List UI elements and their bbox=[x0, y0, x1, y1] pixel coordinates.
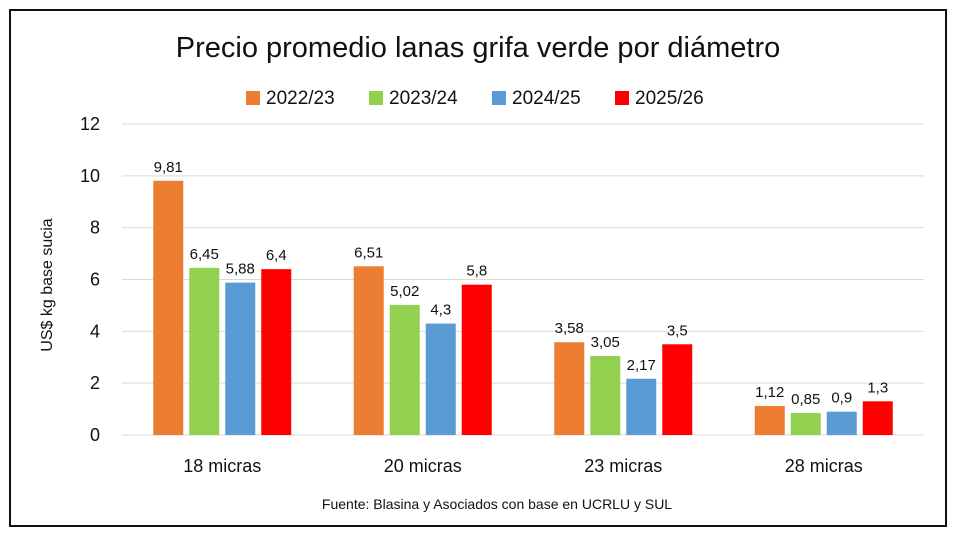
legend-swatch-2 bbox=[492, 91, 506, 105]
source-note: Fuente: Blasina y Asociados con base en … bbox=[322, 496, 672, 512]
data-label-1-2: 4,3 bbox=[430, 302, 451, 319]
data-label-2-0: 3,58 bbox=[555, 320, 584, 337]
y-tick-label-0: 0 bbox=[90, 425, 100, 445]
legend-label-3: 2025/26 bbox=[635, 88, 704, 109]
gridlines bbox=[122, 123, 924, 436]
data-label-0-0: 9,81 bbox=[154, 159, 183, 176]
x-axis-categories: 18 micras 20 micras 23 micras 28 micras bbox=[183, 456, 863, 476]
data-label-3-3: 1,3 bbox=[867, 379, 888, 396]
legend-swatch-3 bbox=[615, 91, 629, 105]
bar-2-2 bbox=[626, 378, 657, 435]
chart-title: Precio promedio lanas grifa verde por di… bbox=[176, 32, 780, 64]
legend-label-2: 2024/25 bbox=[512, 88, 581, 109]
y-tick-label-3: 6 bbox=[90, 270, 100, 290]
y-axis-label: US$ kg base sucia bbox=[39, 218, 56, 352]
bar-3-2 bbox=[826, 411, 857, 435]
bars bbox=[153, 180, 893, 435]
category-label-1: 20 micras bbox=[384, 456, 462, 476]
data-label-2-3: 3,5 bbox=[667, 322, 688, 339]
legend-label-1: 2023/24 bbox=[389, 88, 458, 109]
legend-label-0: 2022/23 bbox=[266, 88, 335, 109]
y-axis-ticks: 0 2 4 6 8 10 12 bbox=[80, 114, 100, 445]
y-tick-label-1: 2 bbox=[90, 373, 100, 393]
bar-1-1 bbox=[389, 304, 420, 435]
data-label-0-3: 6,4 bbox=[266, 247, 287, 264]
legend-swatch-1 bbox=[369, 91, 383, 105]
bar-3-3 bbox=[862, 401, 893, 435]
bar-1-2 bbox=[425, 323, 456, 435]
data-label-2-1: 3,05 bbox=[591, 334, 620, 351]
bar-1-0 bbox=[353, 266, 384, 435]
category-label-2: 23 micras bbox=[584, 456, 662, 476]
data-label-1-0: 6,51 bbox=[354, 244, 383, 261]
bar-2-1 bbox=[590, 355, 621, 435]
bar-3-0 bbox=[754, 405, 785, 435]
data-labels: 9,81 6,45 5,88 6,4 6,51 5,02 4,3 5,8 3,58 3,05 2,1… bbox=[154, 159, 889, 408]
bar-0-2 bbox=[225, 282, 256, 435]
legend-swatch-0 bbox=[246, 91, 260, 105]
data-label-0-1: 6,45 bbox=[190, 246, 219, 263]
data-label-1-3: 5,8 bbox=[466, 263, 487, 280]
data-label-0-2: 5,88 bbox=[226, 261, 255, 278]
bar-3-1 bbox=[790, 412, 821, 435]
data-label-3-2: 0,9 bbox=[831, 390, 852, 407]
data-label-3-0: 1,12 bbox=[755, 384, 784, 401]
y-tick-label-2: 4 bbox=[90, 321, 100, 341]
data-label-1-1: 5,02 bbox=[390, 283, 419, 300]
bar-2-0 bbox=[554, 342, 585, 435]
bar-2-3 bbox=[662, 344, 693, 435]
bar-0-0 bbox=[153, 180, 184, 435]
y-tick-label-5: 10 bbox=[80, 166, 100, 186]
y-tick-label-6: 12 bbox=[80, 114, 100, 134]
y-tick-label-4: 8 bbox=[90, 218, 100, 238]
bar-1-3 bbox=[461, 284, 492, 435]
data-label-3-1: 0,85 bbox=[791, 391, 820, 408]
data-label-2-2: 2,17 bbox=[627, 357, 656, 374]
bar-0-3 bbox=[261, 269, 292, 435]
bar-0-1 bbox=[189, 267, 220, 435]
category-label-3: 28 micras bbox=[785, 456, 863, 476]
legend: 2022/23 2023/24 2024/25 2025/26 bbox=[246, 88, 704, 109]
category-label-0: 18 micras bbox=[183, 456, 261, 476]
